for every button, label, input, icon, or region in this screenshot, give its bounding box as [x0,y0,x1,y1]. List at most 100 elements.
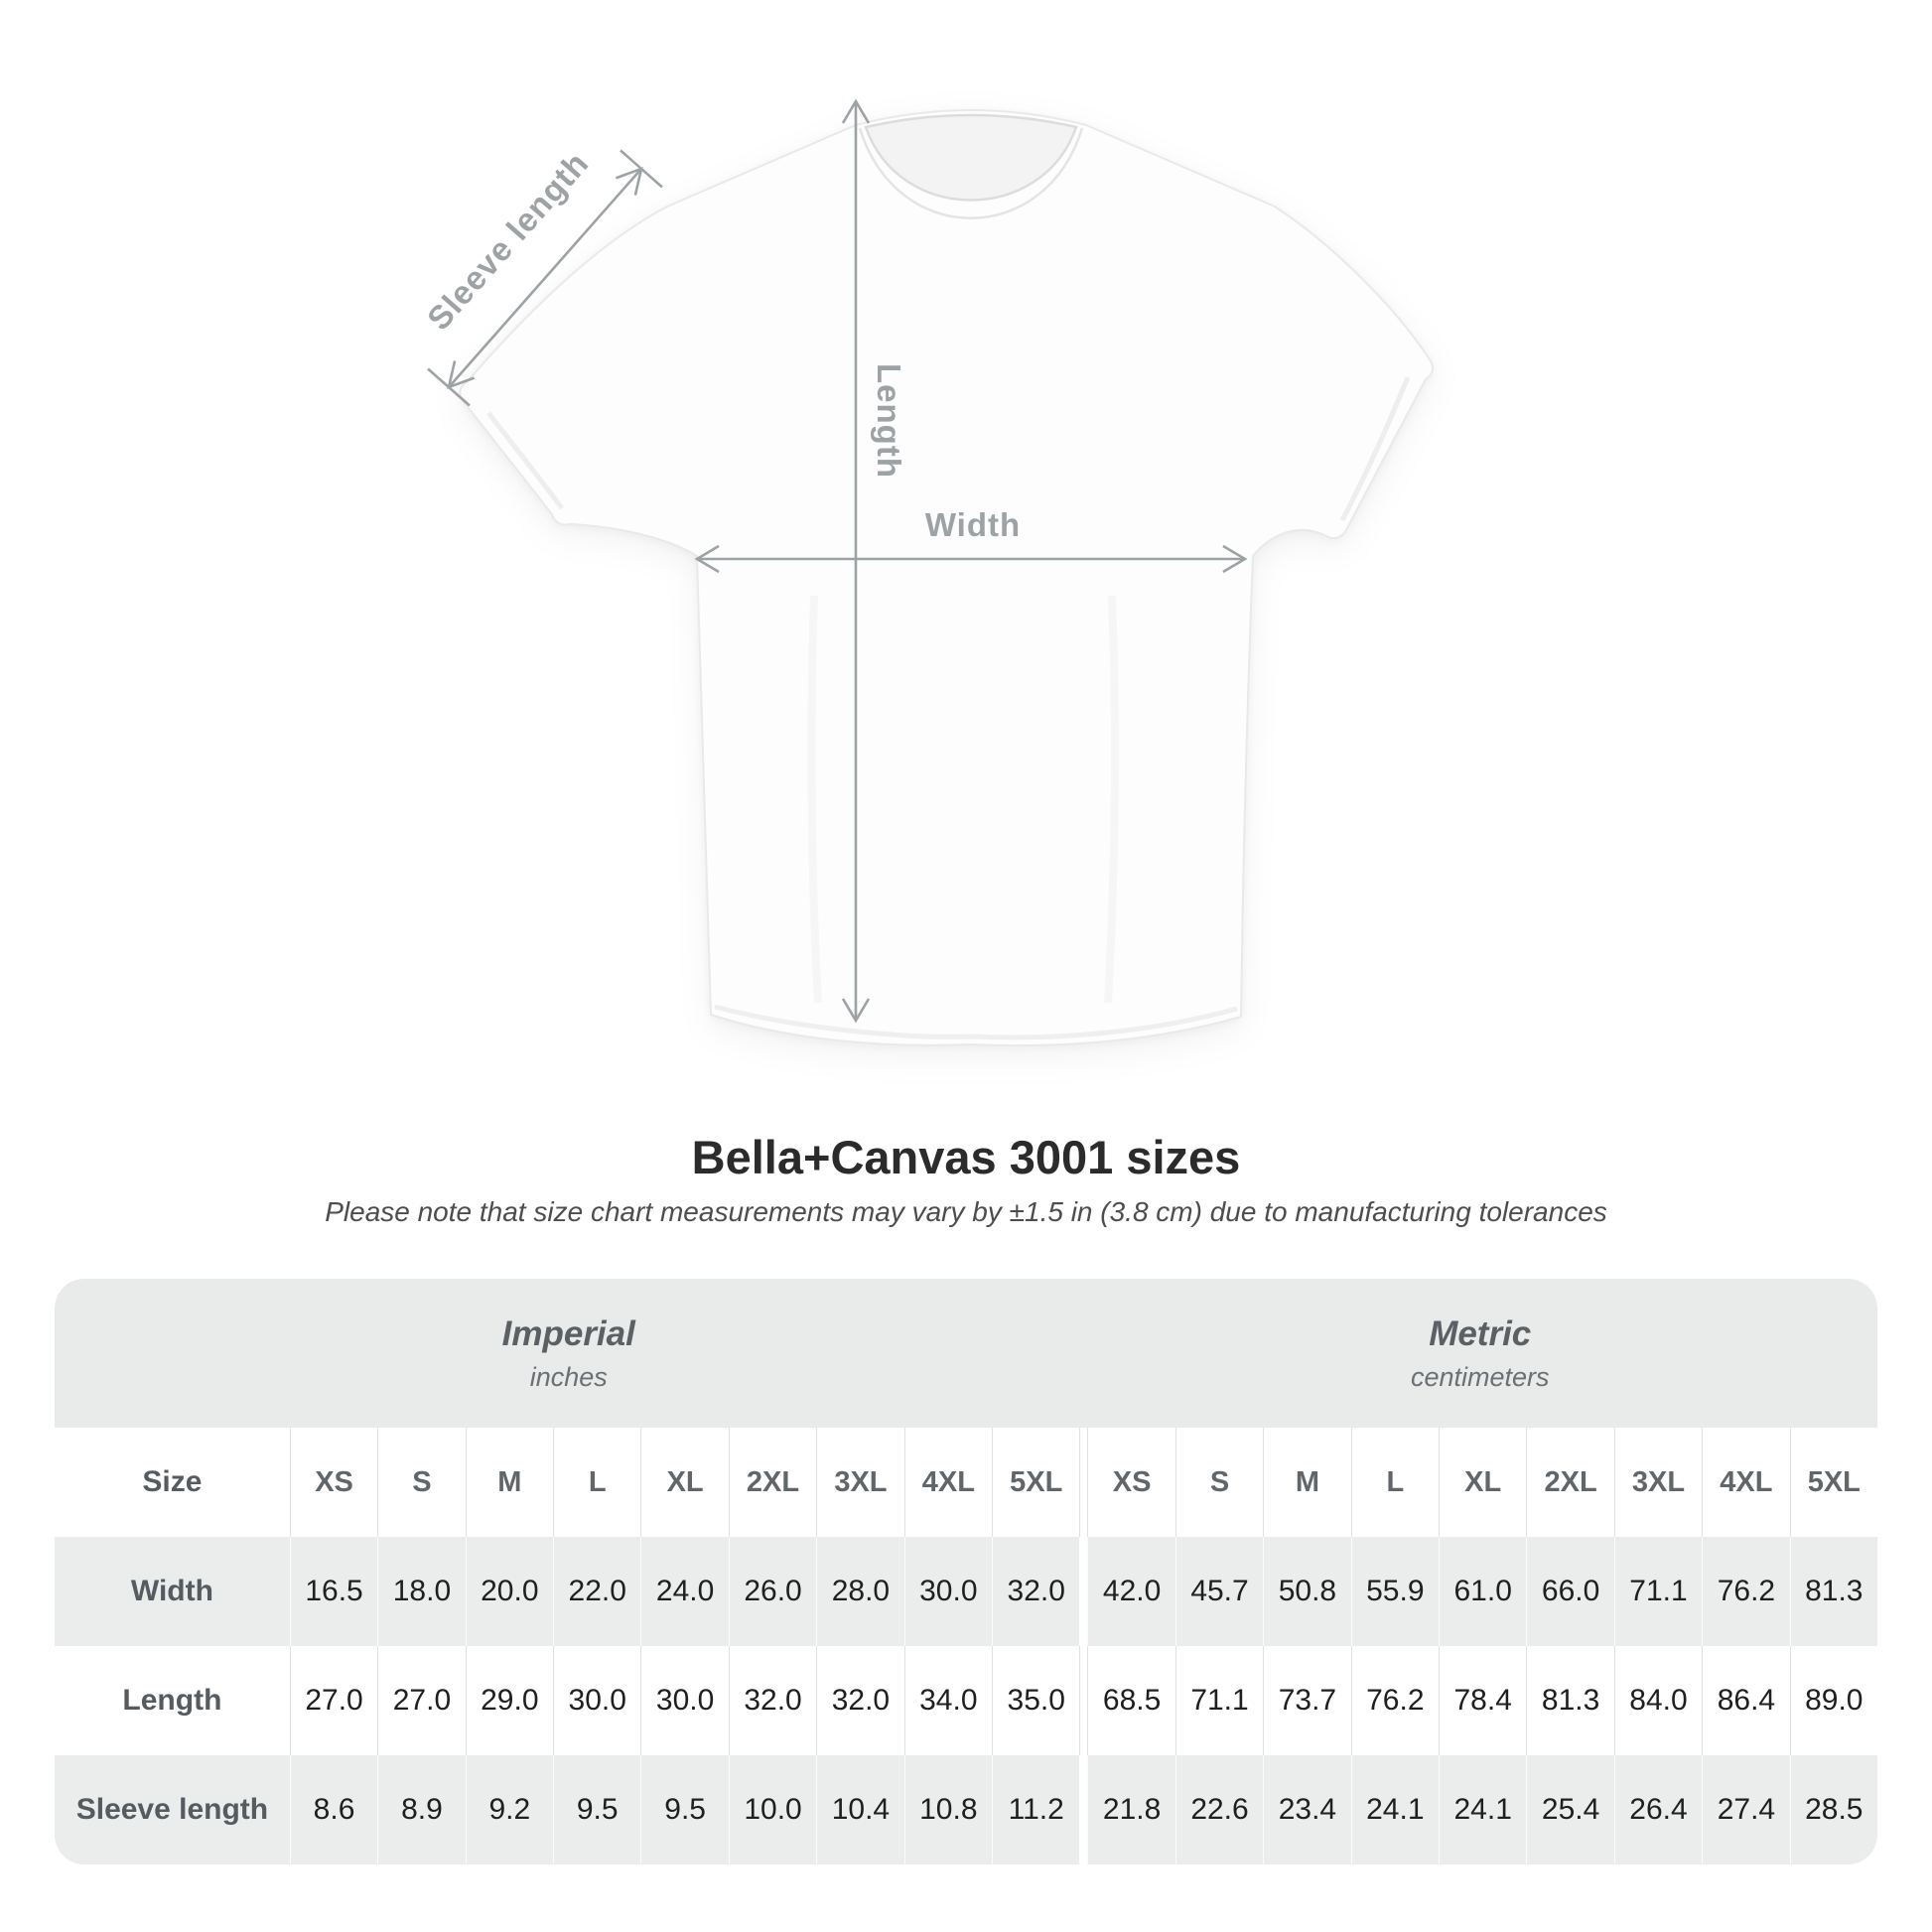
table-cell: 66.0 [1526,1537,1613,1646]
size-col-header: M [1263,1428,1350,1537]
size-col-header: XL [640,1428,728,1537]
table-cell: 24.1 [1439,1755,1526,1864]
size-col-header: XS [289,1428,377,1537]
table-cell: 34.0 [903,1646,992,1755]
imperial-group-header: Imperial inches [55,1279,1083,1428]
table-cell: 24.1 [1350,1755,1439,1864]
page-subtitle: Please note that size chart measurements… [325,1196,1607,1227]
size-col-header: 3XL [1613,1428,1702,1537]
table-cell: 10.0 [728,1755,816,1864]
row-label: Sleeve length [75,1793,269,1826]
metric-group-unit: centimeters [1410,1361,1550,1392]
width-dimension-line [694,544,1248,574]
size-col-header: 4XL [1702,1428,1789,1537]
table-cell: 16.5 [289,1537,377,1646]
table-cell: 9.2 [465,1755,553,1864]
table-cell: 22.0 [553,1537,640,1646]
table-cell: 78.4 [1439,1646,1526,1755]
table-cell: 27.0 [289,1646,377,1755]
table-cell: 71.1 [1613,1537,1702,1646]
table-cell: 35.0 [992,1646,1079,1755]
table-cell: 9.5 [553,1755,640,1864]
table-cell: 26.4 [1613,1755,1702,1864]
table-cell: 26.0 [728,1537,816,1646]
size-header-row: Size XS S M L XL 2XL 3XL 4XL 5XL XS S M L XL 2XL 3XL 4XL 5… [55,1428,1877,1537]
table-cell: 30.0 [553,1646,640,1755]
measurement-row: Width 16.5 18.0 20.0 22.0 24.0 26.0 28.0 30.0 32.… [55,1537,1877,1646]
row-label: Width [130,1575,213,1607]
size-col-header: 5XL [1789,1428,1877,1537]
size-header-label: Size [142,1465,203,1498]
table-cell: 27.4 [1702,1755,1789,1864]
tshirt-neck-opening [864,113,1078,202]
table-cell: 21.8 [1087,1755,1174,1864]
size-col-header: 3XL [816,1428,903,1537]
table-cell: 32.0 [728,1646,816,1755]
width-label: Width [925,506,1021,543]
metric-group-title: Metric [1429,1313,1532,1353]
table-cell: 45.7 [1174,1537,1263,1646]
table-cell: 32.0 [992,1537,1079,1646]
length-dimension-line [841,98,871,1024]
table-cell: 81.3 [1526,1646,1613,1755]
tshirt-diagram: Length Width Sleeve length [420,98,1435,1047]
size-col-header: 5XL [992,1428,1079,1537]
column-group-divider [1079,1428,1088,1537]
size-col-header: XS [1087,1428,1174,1537]
metric-group-header: Metric centimeters [1083,1279,1877,1428]
measurement-row: Length 27.0 27.0 29.0 30.0 30.0 32.0 32.0 34.0 35… [55,1646,1877,1755]
imperial-group-title: Imperial [501,1313,635,1353]
table-cell: 23.4 [1263,1755,1350,1864]
tshirt-collar-seam [858,127,1084,219]
tshirt-left-cuff-fold [486,411,565,510]
size-col-header: 4XL [903,1428,992,1537]
table-cell: 29.0 [465,1646,553,1755]
column-group-divider [1079,1537,1088,1646]
table-cell: 30.0 [903,1537,992,1646]
measurement-row: Sleeve length 8.6 8.9 9.2 9.5 9.5 10.0 10.4 10.8… [55,1755,1877,1864]
row-label: Length [122,1684,222,1717]
table-cell: 55.9 [1350,1537,1439,1646]
table-cell: 10.4 [816,1755,903,1864]
table-cell: 84.0 [1613,1646,1702,1755]
table-cell: 30.0 [640,1646,728,1755]
size-table: Imperial inches Metric centimeters Size X… [55,1279,1877,1864]
size-col-header: XL [1439,1428,1526,1537]
table-cell: 89.0 [1789,1646,1877,1755]
column-group-divider [1079,1646,1088,1755]
tshirt-right-cuff-fold [1339,376,1411,522]
size-col-header: S [377,1428,465,1537]
table-cell: 61.0 [1439,1537,1526,1646]
table-cell: 50.8 [1263,1537,1350,1646]
table-cell: 73.7 [1263,1646,1350,1755]
length-label: Length [871,363,907,479]
table-cell: 76.2 [1702,1537,1789,1646]
tshirt-torso-crease-right [1104,595,1119,1004]
table-cell: 8.9 [377,1755,465,1864]
size-col-header: 2XL [728,1428,816,1537]
tshirt-hem-fold [714,1004,1238,1040]
size-col-header: S [1174,1428,1263,1537]
table-cell: 27.0 [377,1646,465,1755]
table-cell: 81.3 [1789,1537,1877,1646]
table-cell: 71.1 [1174,1646,1263,1755]
table-cell: 8.6 [289,1755,377,1864]
table-cell: 20.0 [465,1537,553,1646]
tshirt-torso-crease-left [807,595,822,1004]
table-cell: 28.0 [816,1537,903,1646]
table-cell: 25.4 [1526,1755,1613,1864]
table-cell: 24.0 [640,1537,728,1646]
table-cell: 28.5 [1789,1755,1877,1864]
table-cell: 9.5 [640,1755,728,1864]
size-col-header: L [553,1428,640,1537]
unit-group-band: Imperial inches Metric centimeters [55,1279,1877,1428]
size-col-header: 2XL [1526,1428,1613,1537]
size-col-header: M [465,1428,553,1537]
size-grid: Size XS S M L XL 2XL 3XL 4XL 5XL XS S M L XL 2XL 3XL 4XL 5… [55,1428,1877,1864]
sleeve-length-dimension-line [427,149,663,407]
table-cell: 32.0 [816,1646,903,1755]
table-cell: 76.2 [1350,1646,1439,1755]
size-col-header: L [1350,1428,1439,1537]
tshirt-illustration [459,109,1435,1047]
